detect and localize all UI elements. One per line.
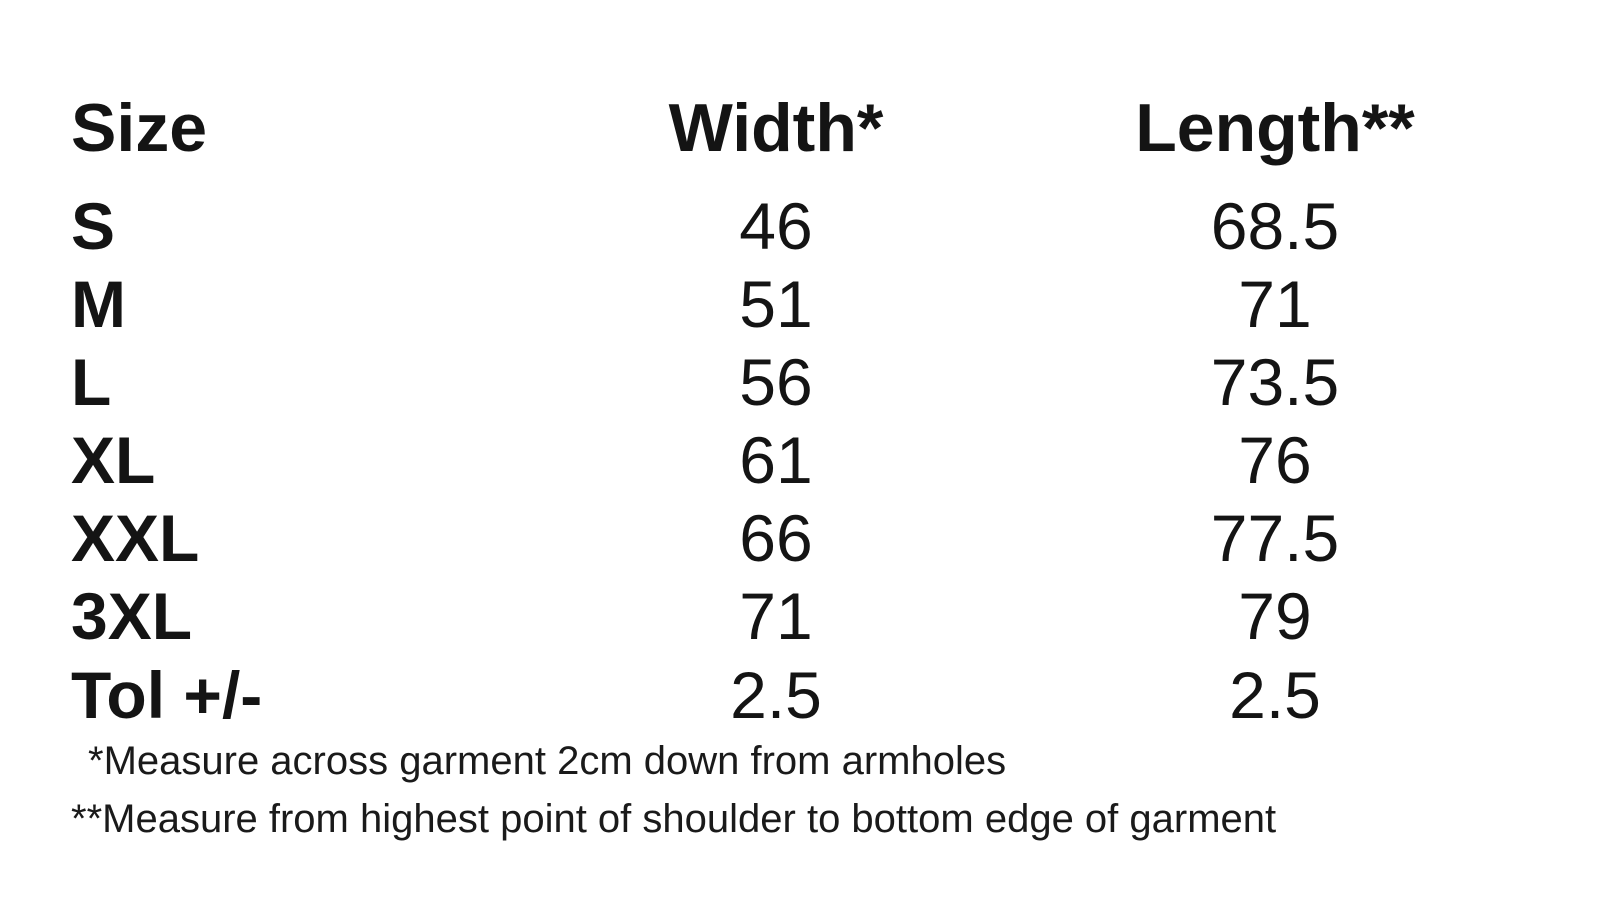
length-cell: 71 (1238, 267, 1312, 341)
table-row: L 56 73.5 (0, 342, 1600, 422)
table-row: M 51 71 (0, 264, 1600, 344)
tolerance-row: Tol +/- 2.5 2.5 (0, 655, 1600, 735)
header-width: Width* (668, 90, 884, 166)
width-footnote: *Measure across garment 2cm down from ar… (88, 739, 1007, 783)
width-tolerance: 2.5 (730, 658, 822, 732)
size-cell: XXL (71, 501, 200, 575)
header-size: Size (71, 90, 208, 166)
length-cell: 77.5 (1210, 501, 1340, 575)
header-length: Length** (1135, 90, 1415, 166)
tolerance-label: Tol +/- (71, 658, 263, 732)
width-cell: 61 (739, 423, 813, 497)
length-tolerance: 2.5 (1229, 658, 1321, 732)
table-row: 3XL 71 79 (0, 576, 1600, 656)
length-cell: 73.5 (1210, 345, 1340, 419)
length-cell: 76 (1238, 423, 1312, 497)
size-cell: M (71, 267, 126, 341)
width-cell: 56 (739, 345, 813, 419)
width-cell: 66 (739, 501, 813, 575)
size-cell: XL (71, 423, 156, 497)
width-cell: 51 (739, 267, 813, 341)
size-cell: 3XL (71, 579, 193, 653)
width-cell: 46 (739, 189, 813, 263)
length-cell: 68.5 (1210, 189, 1340, 263)
width-cell: 71 (739, 579, 813, 653)
length-footnote: **Measure from highest point of shoulder… (71, 797, 1277, 841)
size-cell: S (71, 189, 116, 263)
length-cell: 79 (1238, 579, 1312, 653)
table-row: S 46 68.5 (0, 186, 1600, 266)
table-row: XL 61 76 (0, 420, 1600, 500)
header-row: Size Width* Length** (0, 88, 1600, 168)
table-row: XXL 66 77.5 (0, 498, 1600, 578)
size-cell: L (71, 345, 112, 419)
